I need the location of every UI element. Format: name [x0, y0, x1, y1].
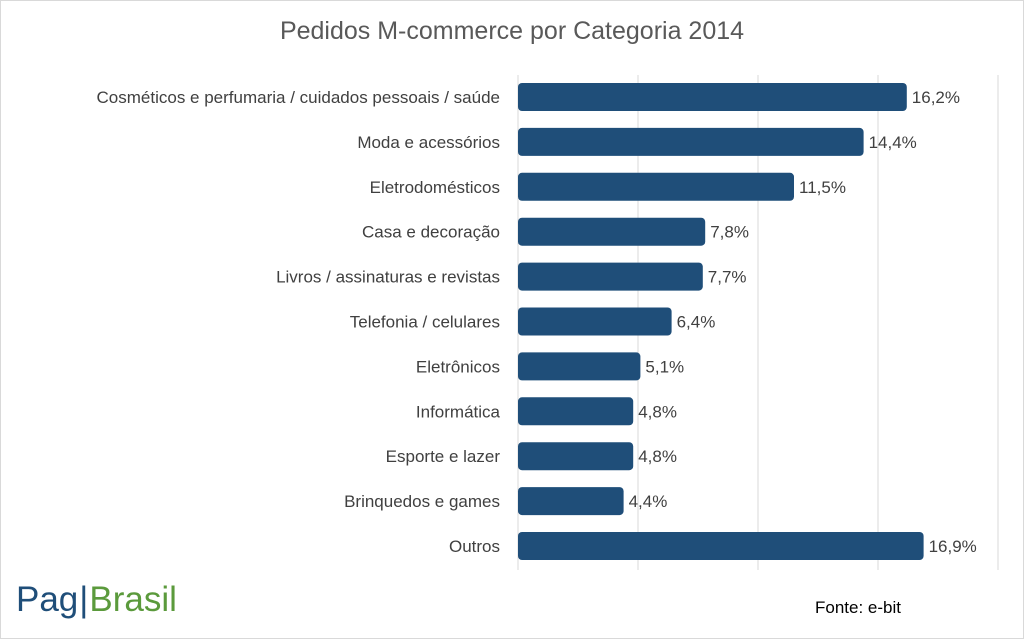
category-label: Brinquedos e games	[344, 492, 500, 511]
source-note: Fonte: e-bit	[815, 598, 901, 617]
logo-part-pag: Pag	[16, 580, 79, 619]
category-label: Eletrônicos	[416, 357, 500, 376]
bar	[518, 307, 672, 336]
category-label: Moda e acessórios	[357, 133, 500, 152]
bar	[518, 217, 706, 246]
category-label: Outros	[449, 537, 500, 556]
category-label: Livros / assinaturas e revistas	[276, 268, 500, 287]
chart-title: Pedidos M-commerce por Categoria 2014	[279, 17, 745, 45]
data-label: 4,8%	[638, 447, 677, 466]
bar	[518, 442, 634, 471]
data-label: 16,9%	[929, 537, 977, 556]
data-label: 11,5%	[799, 178, 846, 197]
category-label: Eletrodomésticos	[370, 178, 500, 197]
data-label: 5,1%	[645, 357, 684, 376]
data-label: 14,4%	[869, 133, 917, 152]
data-label: 4,4%	[629, 492, 668, 511]
category-label: Cosméticos e perfumaria / cuidados pesso…	[97, 88, 500, 107]
logo-separator: |	[79, 580, 89, 619]
data-label: 6,4%	[677, 313, 716, 332]
bar	[518, 532, 924, 560]
category-label: Casa e decoração	[362, 223, 500, 242]
bar	[518, 487, 624, 516]
category-label: Esporte e lazer	[386, 447, 501, 466]
category-label: Informática	[416, 402, 501, 421]
category-label: Telefonia / celulares	[350, 313, 500, 332]
data-label: 16,2%	[912, 88, 960, 107]
data-label: 4,8%	[638, 402, 677, 421]
data-label: 7,8%	[710, 223, 749, 242]
data-label: 7,7%	[708, 268, 747, 287]
pagbrasil-logo: Pag|Brasil	[16, 580, 177, 620]
bar	[518, 172, 794, 201]
logo-part-brasil: Brasil	[89, 580, 177, 619]
bar	[518, 352, 641, 381]
bar	[518, 262, 703, 291]
bar	[518, 397, 634, 426]
bar	[518, 83, 907, 111]
bar	[518, 127, 864, 156]
